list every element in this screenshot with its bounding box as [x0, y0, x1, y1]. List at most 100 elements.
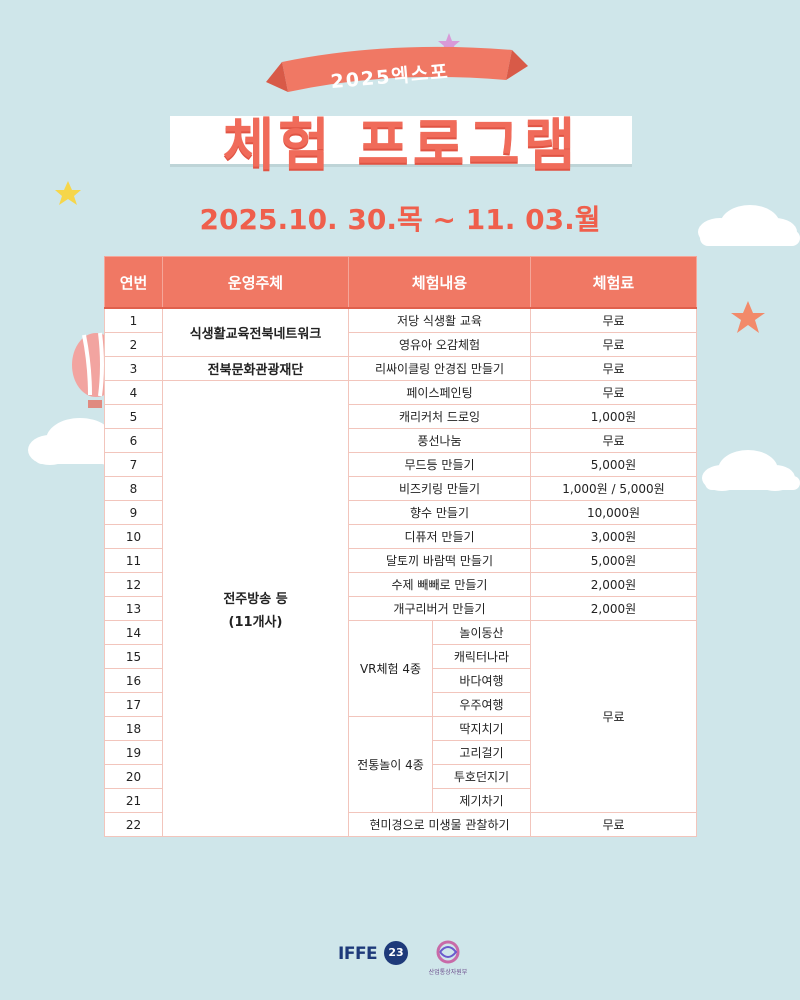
header-operator: 운영주체 [162, 256, 349, 309]
content-cell: 바다여행 [432, 668, 531, 693]
row-number: 2 [104, 332, 163, 357]
cloud-icon [698, 205, 800, 246]
content-cell: 영유아 오감체험 [348, 332, 531, 357]
fee-cell: 무료 [530, 428, 697, 453]
operator-count: (11개사) [228, 614, 283, 630]
table-row: 19 고리걸기 [104, 740, 697, 765]
table-row: 5 캐리커처 드로잉 1,000원 [104, 404, 697, 429]
row-number: 6 [104, 428, 163, 453]
table-row: 8 비즈키링 만들기 1,000원 / 5,000원 [104, 476, 697, 501]
row-number: 22 [104, 812, 163, 837]
group-cell-traditional: 전통놀이 4종 [348, 716, 433, 813]
table-row: 15 캐릭터나라 [104, 644, 697, 669]
table-row: 1 식생활교육전북네트워크 저당 식생활 교육 무료 [104, 307, 697, 357]
row-number: 11 [104, 548, 163, 573]
fee-cell-shared: 무료 [530, 620, 697, 813]
content-cell: 캐릭터나라 [432, 644, 531, 669]
table-row: 4 전주방송 등 (11개사) 페이스페인팅 무료 [104, 380, 697, 837]
ministry-logo-text: 산업통상자원부 [428, 969, 468, 976]
star-icon [55, 181, 81, 205]
row-number: 14 [104, 620, 163, 645]
table-row: 12 수제 빼빼로 만들기 2,000원 [104, 572, 697, 597]
table-row: 13 개구리버거 만들기 2,000원 [104, 596, 697, 621]
content-cell: 캐리커처 드로잉 [348, 404, 531, 429]
operator-cell: 식생활교육전북네트워크 [162, 307, 349, 357]
row-number: 1 [104, 307, 163, 333]
row-number: 8 [104, 476, 163, 501]
fee-cell: 무료 [530, 332, 697, 357]
operator-cell: 전북문화관광재단 [162, 356, 349, 381]
content-cell: 풍선나눔 [348, 428, 531, 453]
fee-cell: 3,000원 [530, 524, 697, 549]
row-number: 9 [104, 500, 163, 525]
operator-cell: 전주방송 등 (11개사) [162, 380, 349, 837]
row-number: 18 [104, 716, 163, 741]
content-cell: 투호던지기 [432, 764, 531, 789]
row-number: 10 [104, 524, 163, 549]
fee-cell: 무료 [530, 356, 697, 381]
content-cell: 달토끼 바람떡 만들기 [348, 548, 531, 573]
content-cell: 무드등 만들기 [348, 452, 531, 477]
table-row: 16 바다여행 [104, 668, 697, 693]
row-number: 15 [104, 644, 163, 669]
content-cell: 현미경으로 미생물 관찰하기 [348, 812, 531, 837]
row-number: 7 [104, 452, 163, 477]
row-number: 4 [104, 380, 163, 405]
fee-cell: 무료 [530, 812, 697, 837]
star-icon [731, 301, 765, 333]
iffe-logo-text: IFFE [338, 944, 378, 964]
group-cell-vr: VR체험 4종 [348, 620, 433, 717]
fee-cell: 2,000원 [530, 596, 697, 621]
row-number: 16 [104, 668, 163, 693]
table-row: 3 전북문화관광재단 리싸이클링 안경집 만들기 무료 [104, 356, 697, 381]
table-row: 18 전통놀이 4종 딱지치기 [104, 716, 697, 813]
table-row: 10 디퓨저 만들기 3,000원 [104, 524, 697, 549]
header-fee: 체험료 [530, 256, 697, 309]
program-table: 연번 운영주체 체험내용 체험료 1 식생활교육전북네트워크 저당 식생활 교육… [104, 256, 697, 837]
header-number: 연번 [104, 256, 163, 309]
content-cell: 페이스페인팅 [348, 380, 531, 405]
row-number: 13 [104, 596, 163, 621]
content-cell: 디퓨저 만들기 [348, 524, 531, 549]
fee-cell: 1,000원 / 5,000원 [530, 476, 697, 501]
content-cell: 놀이동산 [432, 620, 531, 645]
table-row: 22 현미경으로 미생물 관찰하기 무료 [104, 812, 697, 837]
content-cell: 비즈키링 만들기 [348, 476, 531, 501]
fee-cell: 1,000원 [530, 404, 697, 429]
iffe-logo-badge: 23 [384, 941, 408, 965]
content-cell: 우주여행 [432, 692, 531, 717]
content-cell: 저당 식생활 교육 [348, 307, 531, 333]
row-number: 20 [104, 764, 163, 789]
table-row: 20 투호던지기 [104, 764, 697, 789]
table-row: 21 제기차기 [104, 788, 697, 813]
content-cell: 제기차기 [432, 788, 531, 813]
content-cell: 수제 빼빼로 만들기 [348, 572, 531, 597]
ribbon-banner [266, 46, 528, 92]
table-row: 7 무드등 만들기 5,000원 [104, 452, 697, 477]
table-row: 2 영유아 오감체험 무료 [104, 332, 697, 357]
row-number: 21 [104, 788, 163, 813]
content-cell: 개구리버거 만들기 [348, 596, 531, 621]
fee-cell: 5,000원 [530, 452, 697, 477]
fee-cell: 2,000원 [530, 572, 697, 597]
row-number: 17 [104, 692, 163, 717]
row-number: 19 [104, 740, 163, 765]
page-title: 체험 프로그램 [222, 113, 580, 178]
fee-cell: 무료 [530, 380, 697, 405]
content-cell: 리싸이클링 안경집 만들기 [348, 356, 531, 381]
table-header-row: 연번 운영주체 체험내용 체험료 [104, 256, 697, 309]
operator-name: 전주방송 등 [223, 591, 288, 607]
content-cell: 딱지치기 [432, 716, 531, 741]
fee-cell: 5,000원 [530, 548, 697, 573]
row-number: 3 [104, 356, 163, 381]
cloud-icon [702, 450, 800, 491]
fee-cell: 10,000원 [530, 500, 697, 525]
row-number: 5 [104, 404, 163, 429]
fee-cell: 무료 [530, 307, 697, 333]
event-date: 2025.10. 30.목 ~ 11. 03.월 [199, 203, 601, 236]
content-cell: 향수 만들기 [348, 500, 531, 525]
title-backdrop [170, 116, 632, 164]
ministry-logo-icon [436, 940, 460, 964]
